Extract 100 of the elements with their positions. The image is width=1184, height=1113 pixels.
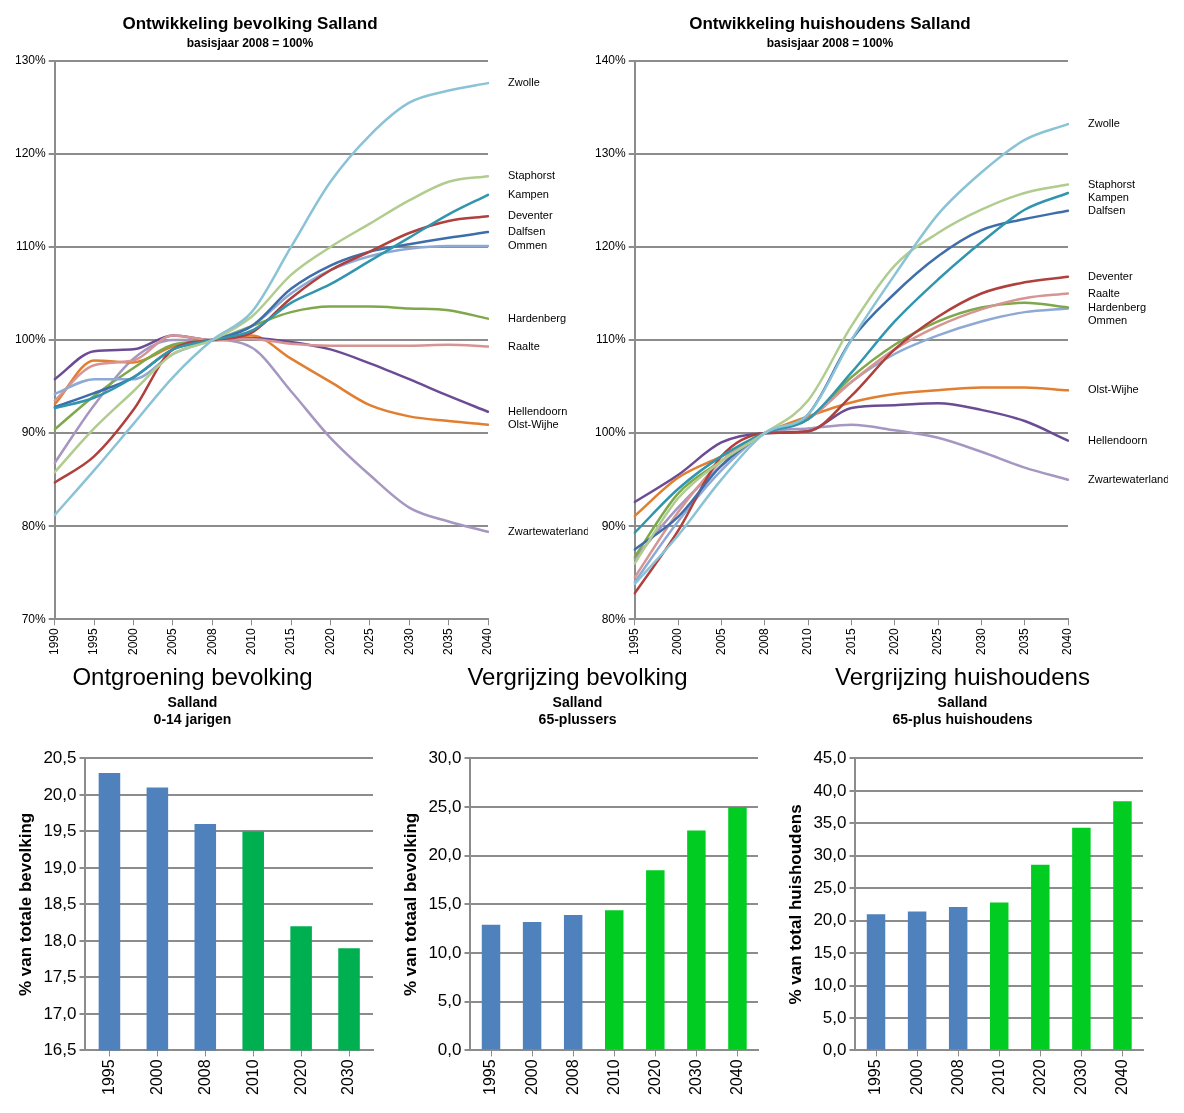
y-tick-label: 30,0 (428, 748, 462, 768)
x-tick-label: 2010 (989, 1059, 1007, 1095)
x-tick-label: 2005 (165, 627, 180, 656)
y-tick-label: 20,5 (43, 748, 77, 768)
bar (1113, 801, 1132, 1050)
y-tick-label: 10,0 (813, 975, 847, 995)
series-label: Zwolle (508, 76, 540, 89)
chart-subtitle: basisjaar 2008 = 100% (766, 35, 894, 50)
series-label: Zwartewaterland (508, 524, 590, 537)
x-tick-label: 2010 (800, 627, 815, 656)
chart-title: Ontwikkeling bevolking Salland (122, 13, 378, 33)
y-tick-label: 140% (594, 53, 627, 68)
y-tick-label: 100% (594, 425, 627, 440)
series-label: Olst-Wijhe (508, 417, 559, 430)
x-tick-label: 2030 (1071, 1059, 1089, 1095)
y-tick-label: 18,0 (43, 930, 77, 950)
series-label: Kampen (508, 187, 549, 200)
y-tick-label: 90% (21, 425, 47, 440)
x-tick-label: 2010 (243, 627, 258, 656)
x-tick-label: 2020 (645, 1059, 663, 1095)
y-tick-label: 45,0 (813, 748, 847, 768)
series-label: Staphorst (1088, 177, 1136, 190)
y-tick-label: 5,0 (822, 1007, 847, 1027)
x-tick-label: 2030 (401, 627, 416, 656)
x-tick-label: 2000 (907, 1059, 925, 1095)
series-label: Hardenberg (1088, 300, 1147, 313)
bar (1031, 864, 1050, 1050)
series-label: Hardenberg (508, 311, 567, 324)
series-label: Staphorst (508, 169, 556, 182)
y-tick-label: 110% (15, 239, 47, 254)
y-tick-label: 10,0 (428, 942, 462, 962)
bar (1072, 827, 1091, 1050)
y-tick-label: 80% (21, 518, 47, 533)
x-tick-label: 2040 (1060, 627, 1075, 656)
series-label: Ommen (1088, 313, 1128, 326)
series-label: Kampen (1088, 190, 1129, 203)
y-tick-label: 20,0 (43, 784, 77, 804)
y-axis-title: % van totaal bevolking (400, 812, 420, 997)
series-label: Dalfsen (508, 225, 546, 238)
series-label: Ommen (508, 239, 548, 252)
x-tick-label: 2040 (480, 627, 495, 656)
chart-title: Ontwikkeling huishoudens Salland (689, 13, 971, 33)
bar (481, 924, 501, 1050)
series-label: Deventer (1088, 269, 1133, 282)
x-tick-label: 2035 (440, 627, 455, 656)
y-tick-label: 0,0 (822, 1040, 847, 1060)
bar (948, 907, 968, 1050)
y-tick-label: 130% (14, 53, 47, 68)
y-tick-label: 80% (601, 611, 627, 626)
x-tick-label: 1990 (47, 627, 61, 656)
series-label: Zwolle (1088, 117, 1120, 130)
chart-subtitle: basisjaar 2008 = 100% (186, 35, 314, 50)
x-tick-label: 2005 (713, 627, 728, 656)
series-label: Dalfsen (1088, 203, 1126, 216)
y-tick-label: 15,0 (428, 894, 462, 914)
x-tick-label: 1995 (866, 1059, 884, 1095)
y-tick-label: 120% (14, 146, 47, 161)
series-label: Olst-Wijhe (1088, 383, 1139, 396)
y-tick-label: 110% (595, 332, 627, 347)
bar (866, 914, 886, 1050)
x-tick-label: 1995 (86, 627, 101, 656)
x-tick-label: 2030 (686, 1059, 704, 1095)
x-tick-label: 2015 (283, 627, 298, 656)
chart-subtitle: Salland 65-plus huishoudens (892, 694, 1033, 727)
series-label: Zwartewaterland (1088, 472, 1170, 485)
x-tick-label: 1995 (627, 627, 641, 656)
y-tick-label: 25,0 (428, 796, 462, 816)
y-tick-label: 90% (601, 518, 627, 533)
x-tick-label: 2030 (973, 627, 988, 656)
bar (646, 870, 665, 1050)
y-tick-label: 130% (594, 146, 627, 161)
y-tick-label: 18,5 (43, 894, 77, 914)
y-tick-label: 19,5 (43, 821, 77, 841)
y-tick-label: 15,0 (813, 942, 847, 962)
y-tick-label: 40,0 (813, 780, 847, 800)
y-tick-label: 16,5 (43, 1040, 77, 1060)
y-axis-title: % van totale bevolking (15, 812, 35, 997)
series-label: Raalte (1088, 286, 1120, 299)
series-label: Raalte (508, 339, 540, 352)
x-tick-label: 2008 (948, 1059, 966, 1095)
x-tick-label: 2000 (147, 1059, 165, 1095)
x-tick-label: 1995 (99, 1059, 117, 1095)
series-label: Deventer (508, 209, 553, 222)
y-tick-label: 5,0 (437, 991, 462, 1011)
bar (907, 911, 927, 1050)
y-tick-label: 20,0 (813, 910, 847, 930)
x-tick-label: 2040 (727, 1059, 745, 1095)
y-tick-label: 17,5 (43, 967, 77, 987)
x-tick-label: 2035 (1016, 627, 1031, 656)
x-tick-label: 2000 (670, 627, 685, 656)
bar (522, 921, 542, 1050)
x-tick-label: 2008 (195, 1059, 213, 1095)
y-axis-title: % van total huishoudens (785, 804, 805, 1005)
x-tick-label: 2010 (243, 1059, 261, 1095)
bar (728, 807, 747, 1050)
x-tick-label: 2008 (204, 627, 219, 656)
x-tick-label: 2000 (125, 627, 140, 656)
y-tick-label: 20,0 (428, 845, 462, 865)
y-tick-label: 17,0 (43, 1003, 77, 1023)
x-tick-label: 2025 (362, 627, 377, 656)
